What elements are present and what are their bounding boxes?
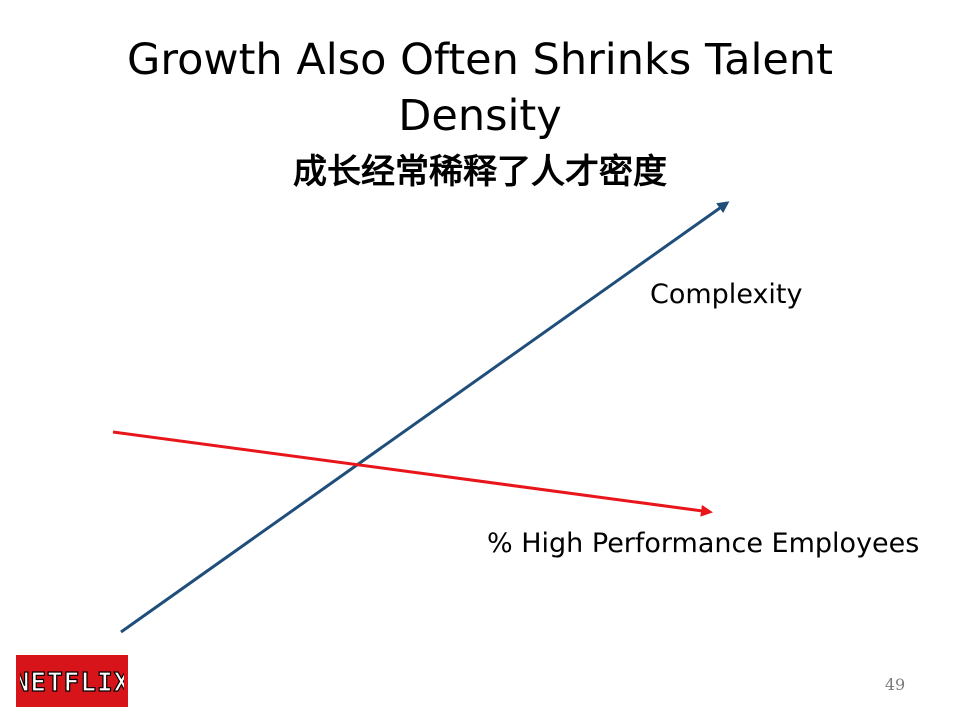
complexity-arrow xyxy=(120,201,730,634)
performance-arrow xyxy=(112,430,713,517)
slide-title: Growth Also Often Shrinks Talent Density xyxy=(127,35,833,141)
high-performance-label: % High Performance Employees xyxy=(487,528,920,559)
slide-subtitle: 成长经常稀释了人才密度 xyxy=(293,152,667,192)
svg-text:NETFLIX: NETFLIX xyxy=(20,668,124,698)
page-number: 49 xyxy=(884,675,906,694)
complexity-label: Complexity xyxy=(650,279,803,310)
netflix-wordmark: NETFLIX xyxy=(20,667,124,698)
netflix-logo: NETFLIX xyxy=(16,655,128,707)
